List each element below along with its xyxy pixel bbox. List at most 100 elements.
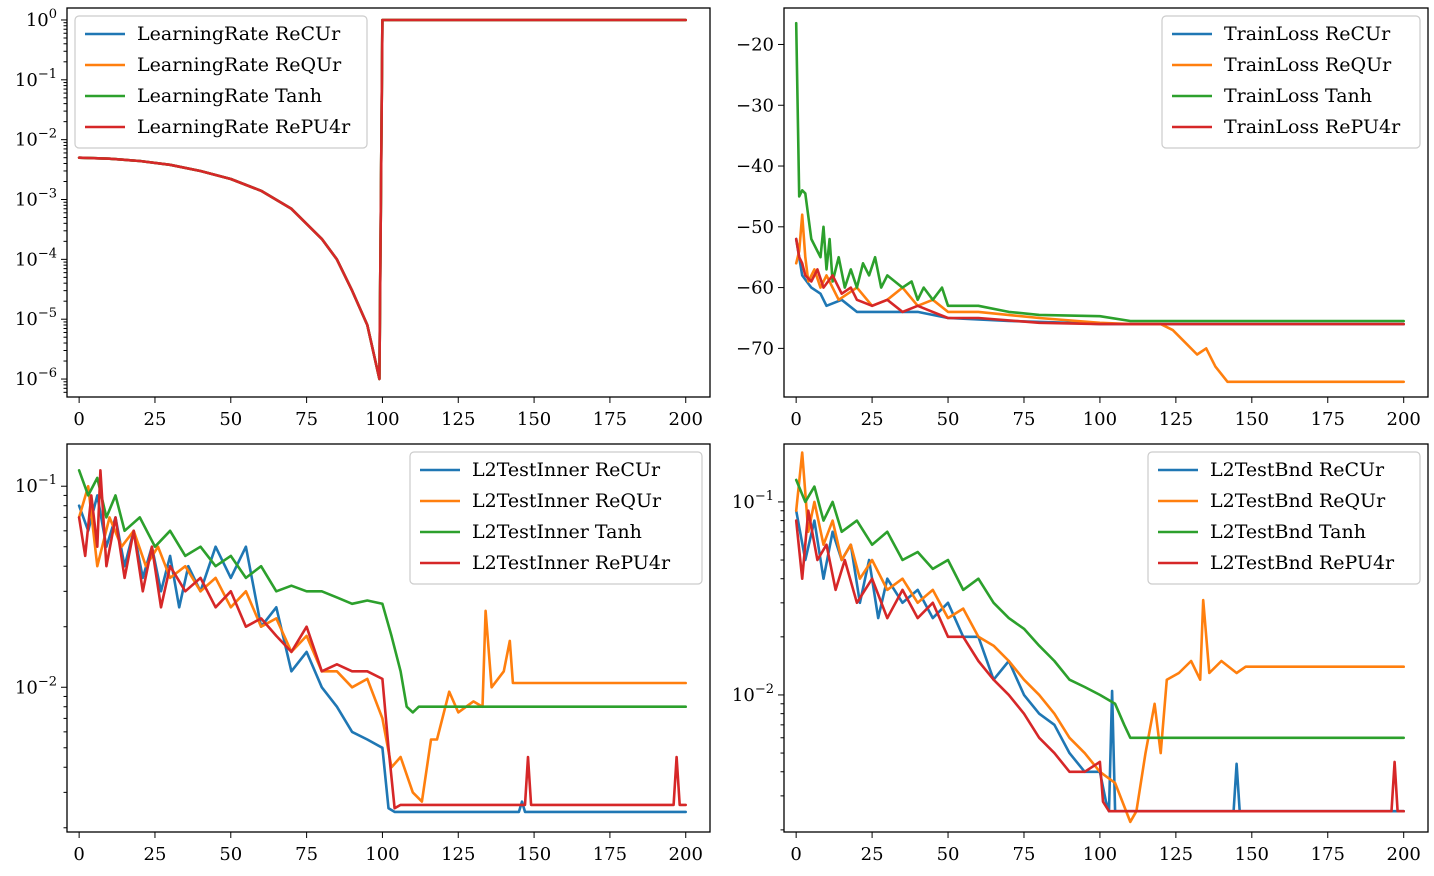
x-tick-label: 150 (517, 844, 551, 865)
x-tick-label: 75 (295, 409, 318, 430)
y-tick-label: 10−2 (732, 682, 774, 706)
series-lines (794, 451, 1405, 824)
legend-label: LearningRate Tanh (137, 85, 322, 107)
x-tick-label: 125 (1159, 844, 1193, 865)
x-tick-label: 75 (295, 844, 318, 865)
x-tick-label: 25 (144, 409, 167, 430)
chart-panels: 0 25 50 75 100 125 150 175 200 100 10−1 10−2 10−3 10−… (15, 7, 1429, 865)
series-line-trainloss-tanh (794, 21, 1405, 323)
x-tick-label: 125 (441, 409, 475, 430)
x-tick-label: 150 (1235, 409, 1269, 430)
y-tick-label: −40 (736, 156, 774, 177)
y-tick-label: 10−3 (15, 187, 57, 211)
x-tick-label: 100 (365, 409, 399, 430)
x-tick-label: 175 (593, 409, 627, 430)
x-tick-label: 150 (1235, 844, 1269, 865)
legend-label: TrainLoss RePU4r (1224, 116, 1401, 138)
series-line-l2testbnd-tanh (794, 478, 1405, 740)
x-tick-label: 125 (441, 844, 475, 865)
series-lines (77, 469, 687, 814)
legend: L2TestInner ReCUr L2TestInner ReQUr L2Test… (409, 451, 703, 585)
legend-label: L2TestInner RePU4r (472, 552, 671, 574)
x-tick-label: 50 (219, 844, 242, 865)
y-tick-label: 10−1 (732, 489, 774, 513)
x-tick-label: 25 (861, 409, 884, 430)
legend-label: L2TestInner ReQUr (472, 490, 662, 512)
series-line-l2testbnd-requr (794, 451, 1405, 824)
x-tick-label: 100 (1083, 844, 1117, 865)
y-tick-label: 10−6 (15, 366, 57, 390)
y-tick-label: 10−1 (15, 67, 57, 91)
chart-l2bnd: 0 25 50 75 100 125 150 175 200 10−1 10−2 L2TestBnd … (732, 443, 1429, 865)
y-tick-label: 100 (26, 7, 57, 31)
x-tick-label: 25 (861, 844, 884, 865)
x-tick-label: 50 (937, 844, 960, 865)
legend-label: L2TestBnd RePU4r (1210, 552, 1395, 574)
y-tick-label: 10−5 (15, 306, 57, 330)
legend-label: L2TestInner Tanh (472, 521, 642, 543)
x-tick-label: 150 (517, 409, 551, 430)
x-tick-label: 75 (1013, 409, 1036, 430)
legend-label: LearningRate ReQUr (137, 54, 342, 76)
series-line-trainloss-repu4r (794, 237, 1405, 326)
x-tick-label: 100 (1083, 409, 1117, 430)
x-tick-label: 0 (73, 844, 84, 865)
series-line-trainloss-recur (794, 237, 1405, 326)
y-tick-label: 10−1 (15, 473, 57, 497)
y-tick-label: −50 (736, 217, 774, 238)
y-tick-label: 10−4 (15, 246, 57, 270)
x-tick-label: 175 (593, 844, 627, 865)
legend: L2TestBnd ReCUr L2TestBnd ReQUr L2TestBnd … (1147, 451, 1421, 585)
x-tick-label: 0 (790, 409, 801, 430)
chart-l2inner: 0 25 50 75 100 125 150 175 200 10−1 10−2 L2TestInne… (15, 443, 711, 865)
y-tick-label: −20 (736, 34, 774, 55)
x-tick-label: 200 (669, 844, 703, 865)
series-line-l2testinner-tanh (77, 469, 687, 714)
legend-label: TrainLoss Tanh (1224, 85, 1372, 107)
y-tick-label: −60 (736, 278, 774, 299)
legend-box (1147, 451, 1421, 585)
legend-box (74, 15, 368, 149)
series-lines (77, 18, 687, 381)
x-tick-label: 50 (219, 409, 242, 430)
x-tick-label: 50 (937, 409, 960, 430)
x-tick-label: 125 (1159, 409, 1193, 430)
series-line-l2testinner-repu4r (77, 469, 687, 810)
legend-label: L2TestBnd Tanh (1210, 521, 1366, 543)
x-tick-label: 25 (144, 844, 167, 865)
x-tick-label: 200 (1387, 844, 1421, 865)
y-tick-label: 10−2 (15, 674, 57, 698)
series-line-l2testinner-recur (77, 494, 687, 814)
legend-label: TrainLoss ReCUr (1224, 23, 1391, 45)
chart-lr: 0 25 50 75 100 125 150 175 200 100 10−1 10−2 10−3 10−… (15, 7, 711, 430)
x-tick-label: 200 (669, 409, 703, 430)
legend-label: LearningRate RePU4r (137, 116, 351, 138)
y-tick-label: −70 (736, 338, 774, 359)
x-tick-label: 100 (365, 844, 399, 865)
legend-label: LearningRate ReCUr (137, 23, 341, 45)
series-line-learningrate-repu4r (77, 18, 687, 381)
legend: TrainLoss ReCUr TrainLoss ReQUr TrainLoss … (1161, 15, 1421, 149)
legend: LearningRate ReCUr LearningRate ReQUr Lear… (74, 15, 368, 149)
chart-trainloss: 0 25 50 75 100 125 150 175 200 −20 −30 −40 −50 −60 −70… (736, 7, 1429, 430)
x-tick-label: 0 (73, 409, 84, 430)
axes-frame (66, 443, 711, 833)
legend-box (1161, 15, 1421, 149)
axes-frame (783, 443, 1429, 833)
x-tick-label: 200 (1387, 409, 1421, 430)
y-tick-label: −30 (736, 95, 774, 116)
legend-label: L2TestBnd ReQUr (1210, 490, 1386, 512)
y-tick-label: 10−2 (15, 127, 57, 151)
series-lines (794, 21, 1405, 384)
axes-frame (783, 7, 1429, 398)
legend-label: L2TestBnd ReCUr (1210, 459, 1385, 481)
x-tick-label: 175 (1311, 844, 1345, 865)
x-tick-label: 75 (1013, 844, 1036, 865)
legend-label: L2TestInner ReCUr (472, 459, 661, 481)
series-line-trainloss-requr (794, 213, 1405, 384)
series-line-l2testbnd-repu4r (794, 509, 1405, 813)
legend-box (409, 451, 703, 585)
x-tick-label: 175 (1311, 409, 1345, 430)
x-tick-label: 0 (790, 844, 801, 865)
